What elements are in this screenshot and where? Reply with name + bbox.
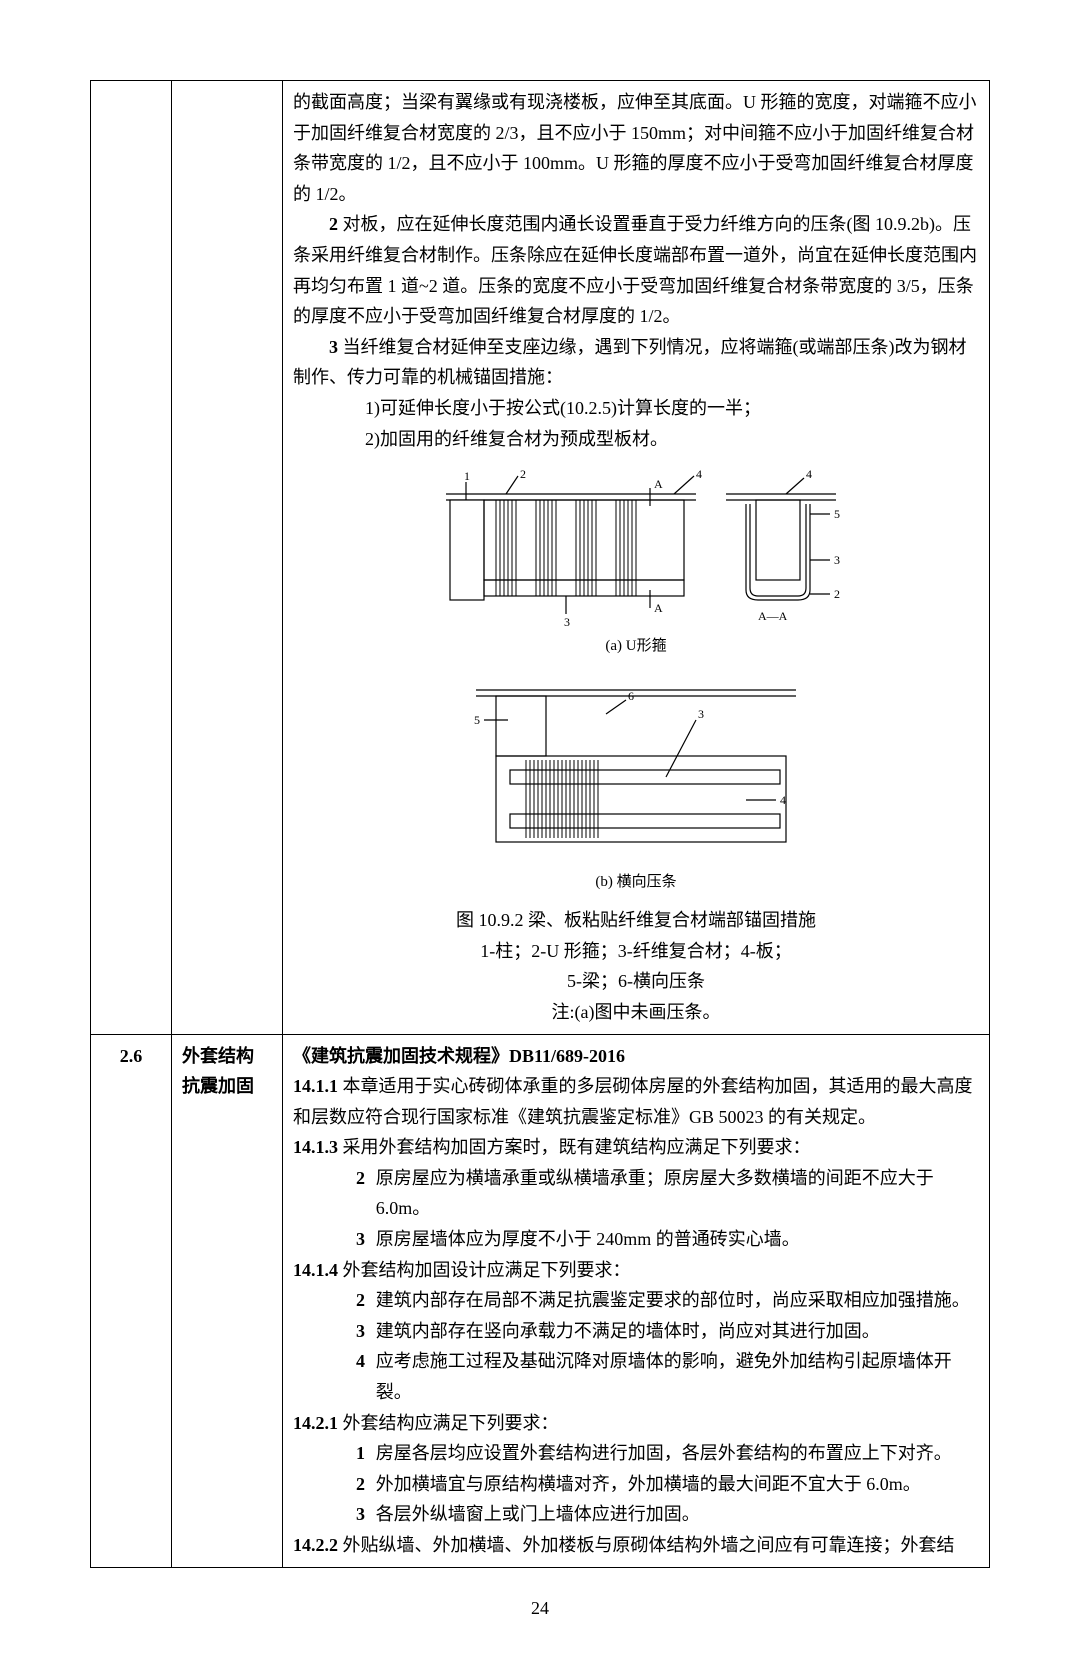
figure-legend: 5-梁；6-横向压条 xyxy=(293,966,979,997)
item-number: 3 xyxy=(320,1316,376,1347)
figure-a: 1 2 A A 4 3 4 5 3 2 A—A (a) U形箍 xyxy=(293,464,979,660)
svg-text:5: 5 xyxy=(474,713,480,727)
item-number: 4 xyxy=(320,1346,376,1407)
svg-text:3: 3 xyxy=(564,615,570,629)
figure-legend: 1-柱；2-U 形箍；3-纤维复合材；4-板； xyxy=(293,936,979,967)
list-item: 4应考虑施工过程及基础沉降对原墙体的影响，避免外加结构引起原墙体开裂。 xyxy=(320,1346,979,1407)
cell-col2-empty xyxy=(172,81,283,1035)
list-item: 3各层外纵墙窗上或门上墙体应进行加固。 xyxy=(320,1499,979,1530)
clause-number: 14.2.1 xyxy=(293,1413,338,1433)
paragraph: 3 当纤维复合材延伸至支座边缘，遇到下列情况，应将端箍(或端部压条)改为钢材制作… xyxy=(293,332,979,393)
item-text: 原房屋墙体应为厚度不小于 240mm 的普通砖实心墙。 xyxy=(376,1224,979,1255)
clause-number: 14.1.1 xyxy=(293,1076,338,1096)
svg-text:A: A xyxy=(654,477,663,491)
clause: 14.2.2 外贴纵墙、外加横墙、外加楼板与原砌体结构外墙之间应有可靠连接；外套… xyxy=(293,1530,979,1561)
svg-text:4: 4 xyxy=(806,467,812,481)
list-item: 1房屋各层均应设置外套结构进行加固，各层外套结构的布置应上下对齐。 xyxy=(320,1438,979,1469)
clause-text: 采用外套结构加固方案时，既有建筑结构应满足下列要求： xyxy=(343,1137,811,1157)
item-number: 3 xyxy=(329,337,338,357)
item-text: 对板，应在延伸长度范围内通长设置垂直于受力纤维方向的压条(图 10.9.2b)。… xyxy=(293,214,977,326)
table-row: 的截面高度；当梁有翼缘或有现浇楼板，应伸至其底面。U 形箍的宽度，对端箍不应小于… xyxy=(91,81,990,1035)
clause-number: 14.1.4 xyxy=(293,1260,338,1280)
item-text: 原房屋应为横墙承重或纵横墙承重；原房屋大多数横墙的间距不应大于 6.0m。 xyxy=(376,1163,979,1224)
cell-content-1: 的截面高度；当梁有翼缘或有现浇楼板，应伸至其底面。U 形箍的宽度，对端箍不应小于… xyxy=(283,81,990,1035)
item-text: 建筑内部存在局部不满足抗震鉴定要求的部位时，尚应采取相应加强措施。 xyxy=(376,1285,979,1316)
item-text: 外加横墙宜与原结构横墙对齐，外加横墙的最大间距不宜大于 6.0m。 xyxy=(376,1469,979,1500)
spec-table: 的截面高度；当梁有翼缘或有现浇楼板，应伸至其底面。U 形箍的宽度，对端箍不应小于… xyxy=(90,80,990,1568)
svg-text:3: 3 xyxy=(834,553,840,567)
svg-text:4: 4 xyxy=(696,467,702,481)
figure-a-caption: (a) U形箍 xyxy=(293,634,979,660)
page: 的截面高度；当梁有翼缘或有现浇楼板，应伸至其底面。U 形箍的宽度，对端箍不应小于… xyxy=(0,0,1080,1679)
item-text: 建筑内部存在竖向承载力不满足的墙体时，尚应对其进行加固。 xyxy=(376,1316,979,1347)
item-number: 2 xyxy=(329,214,338,234)
paragraph: 2 对板，应在延伸长度范围内通长设置垂直于受力纤维方向的压条(图 10.9.2b… xyxy=(293,209,979,331)
svg-text:4: 4 xyxy=(780,793,786,807)
list-item: 2外加横墙宜与原结构横墙对齐，外加横墙的最大间距不宜大于 6.0m。 xyxy=(320,1469,979,1500)
u-hoop-diagram-icon: 1 2 A A 4 3 4 5 3 2 A—A xyxy=(426,464,846,634)
clause-items: 2建筑内部存在局部不满足抗震鉴定要求的部位时，尚应采取相应加强措施。 3建筑内部… xyxy=(293,1285,979,1407)
page-number: 24 xyxy=(90,1598,990,1619)
standard-title: 《建筑抗震加固技术规程》DB11/689-2016 xyxy=(293,1041,979,1072)
item-text: 应考虑施工过程及基础沉降对原墙体的影响，避免外加结构引起原墙体开裂。 xyxy=(376,1346,979,1407)
list-item: 2建筑内部存在局部不满足抗震鉴定要求的部位时，尚应采取相应加强措施。 xyxy=(320,1285,979,1316)
clause-text: 外套结构加固设计应满足下列要求： xyxy=(343,1260,631,1280)
table-row: 2.6 外套结构 抗震加固 《建筑抗震加固技术规程》DB11/689-2016 … xyxy=(91,1034,990,1567)
item-text: 各层外纵墙窗上或门上墙体应进行加固。 xyxy=(376,1499,979,1530)
clause: 14.1.4 外套结构加固设计应满足下列要求： xyxy=(293,1255,979,1286)
cell-section-number: 2.6 xyxy=(91,1034,172,1567)
svg-text:2: 2 xyxy=(520,467,526,481)
item-number: 3 xyxy=(320,1224,376,1255)
svg-text:3: 3 xyxy=(698,707,704,721)
clause: 14.1.3 采用外套结构加固方案时，既有建筑结构应满足下列要求： xyxy=(293,1132,979,1163)
paragraph: 的截面高度；当梁有翼缘或有现浇楼板，应伸至其底面。U 形箍的宽度，对端箍不应小于… xyxy=(293,87,979,209)
item-number: 2 xyxy=(320,1469,376,1500)
cell-col1-empty xyxy=(91,81,172,1035)
list-item: 3建筑内部存在竖向承载力不满足的墙体时，尚应对其进行加固。 xyxy=(320,1316,979,1347)
clause-number: 14.2.2 xyxy=(293,1535,338,1555)
item-text: 房屋各层均应设置外套结构进行加固，各层外套结构的布置应上下对齐。 xyxy=(376,1438,979,1469)
clause-text: 外套结构应满足下列要求： xyxy=(343,1413,559,1433)
list-item: 2原房屋应为横墙承重或纵横墙承重；原房屋大多数横墙的间距不应大于 6.0m。 xyxy=(320,1163,979,1224)
item-number: 2 xyxy=(320,1285,376,1316)
item-text: 当纤维复合材延伸至支座边缘，遇到下列情况，应将端箍(或端部压条)改为钢材制作、传… xyxy=(293,337,967,388)
transverse-strip-diagram-icon: 5 6 3 4 xyxy=(466,670,806,870)
sub-item: 1)可延伸长度小于按公式(10.2.5)计算长度的一半； xyxy=(293,393,979,424)
svg-text:5: 5 xyxy=(834,507,840,521)
clause-items: 2原房屋应为横墙承重或纵横墙承重；原房屋大多数横墙的间距不应大于 6.0m。 3… xyxy=(293,1163,979,1255)
svg-text:1: 1 xyxy=(464,469,470,483)
clause-number: 14.1.3 xyxy=(293,1137,338,1157)
clause-items: 1房屋各层均应设置外套结构进行加固，各层外套结构的布置应上下对齐。 2外加横墙宜… xyxy=(293,1438,979,1530)
topic-line1: 外套结构 xyxy=(182,1041,272,1072)
clause-text: 本章适用于实心砖砌体承重的多层砌体房屋的外套结构加固，其适用的最大高度和层数应符… xyxy=(293,1076,973,1127)
svg-text:A: A xyxy=(654,601,663,615)
cell-content-2: 《建筑抗震加固技术规程》DB11/689-2016 14.1.1 本章适用于实心… xyxy=(283,1034,990,1567)
list-item: 3原房屋墙体应为厚度不小于 240mm 的普通砖实心墙。 xyxy=(320,1224,979,1255)
figure-b: 5 6 3 4 (b) 横向压条 xyxy=(293,670,979,896)
item-number: 3 xyxy=(320,1499,376,1530)
item-number: 2 xyxy=(320,1163,376,1224)
clause-text: 外贴纵墙、外加横墙、外加楼板与原砌体结构外墙之间应有可靠连接；外套结 xyxy=(343,1535,955,1555)
figure-title: 图 10.9.2 梁、板粘贴纤维复合材端部锚固措施 xyxy=(293,905,979,936)
svg-text:2: 2 xyxy=(834,587,840,601)
svg-text:6: 6 xyxy=(628,689,634,703)
figure-note: 注:(a)图中未画压条。 xyxy=(293,997,979,1028)
cell-topic: 外套结构 抗震加固 xyxy=(172,1034,283,1567)
clause: 14.2.1 外套结构应满足下列要求： xyxy=(293,1408,979,1439)
svg-text:A—A: A—A xyxy=(758,609,788,623)
clause: 14.1.1 本章适用于实心砖砌体承重的多层砌体房屋的外套结构加固，其适用的最大… xyxy=(293,1071,979,1132)
figure-b-caption: (b) 横向压条 xyxy=(293,870,979,896)
item-number: 1 xyxy=(320,1438,376,1469)
sub-item: 2)加固用的纤维复合材为预成型板材。 xyxy=(293,424,979,455)
topic-line2: 抗震加固 xyxy=(182,1071,272,1102)
